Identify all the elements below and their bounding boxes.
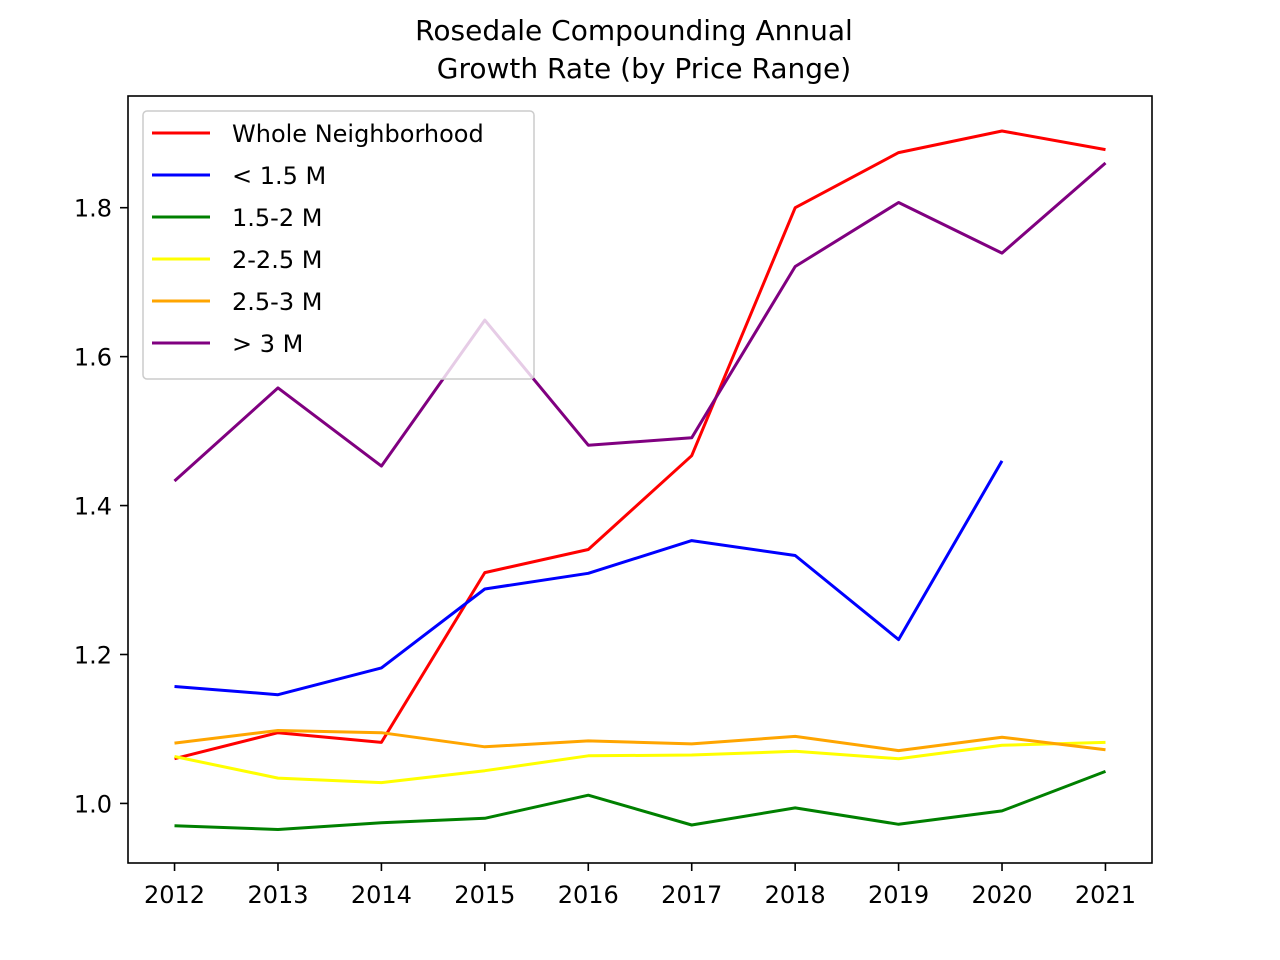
legend-label-2-5-3-m: 2.5-3 M bbox=[232, 288, 322, 316]
y-tick-label: 1.6 bbox=[74, 344, 112, 372]
chart-title: Rosedale Compounding Annual Growth Rate … bbox=[415, 14, 853, 85]
series-line-6-3-m bbox=[173, 161, 1107, 483]
legend-label-1-5-2-m: 1.5-2 M bbox=[232, 204, 322, 232]
x-tick-label: 2014 bbox=[351, 881, 412, 909]
x-tick-label: 2017 bbox=[661, 881, 722, 909]
legend: Whole Neighborhood < 1.5 M 1.5-2 M 2-2.5 M 2… bbox=[142, 110, 535, 380]
series-line-1-whole-neighborhood bbox=[174, 129, 1106, 761]
y-tick-label: 1.0 bbox=[74, 790, 112, 818]
chart-title-line-1: Rosedale Compounding Annual bbox=[415, 14, 853, 47]
plot-frame bbox=[127, 95, 1153, 864]
x-tick-label: 2018 bbox=[765, 881, 826, 909]
legend-label-whole-neighborhood: Whole Neighborhood bbox=[232, 120, 484, 148]
x-tick-label: 2013 bbox=[247, 881, 308, 909]
series-line-4-2-2-5-m bbox=[174, 740, 1106, 785]
x-axis: 2012 2013 2014 2015 2016 2017 2018 2019 2020 2021 bbox=[144, 863, 1136, 909]
series-lines bbox=[173, 129, 1107, 831]
y-tick-label: 1.2 bbox=[74, 641, 112, 669]
series-line-3-1-5-2-m bbox=[174, 769, 1107, 831]
series-line-5-2-5-3-m bbox=[174, 729, 1106, 753]
legend-label-3-m: > 3 M bbox=[232, 330, 303, 358]
x-tick-label: 2012 bbox=[144, 881, 205, 909]
x-tick-label: 2020 bbox=[971, 881, 1032, 909]
y-tick-label: 1.4 bbox=[74, 493, 112, 521]
legend-label-1-5-m: < 1.5 M bbox=[232, 162, 326, 190]
series-line-2-1-5-m bbox=[174, 460, 1004, 697]
y-axis: 1.0 1.2 1.4 1.6 1.8 bbox=[74, 195, 128, 818]
legend-label-2-2-5-m: 2-2.5 M bbox=[232, 246, 322, 274]
x-tick-label: 2016 bbox=[558, 881, 619, 909]
x-tick-label: 2015 bbox=[454, 881, 515, 909]
y-tick-label: 1.8 bbox=[74, 195, 112, 223]
x-tick-label: 2021 bbox=[1075, 881, 1136, 909]
chart-title-line-2: Growth Rate (by Price Range) bbox=[437, 52, 851, 85]
x-tick-label: 2019 bbox=[868, 881, 929, 909]
legend-box bbox=[142, 110, 535, 380]
